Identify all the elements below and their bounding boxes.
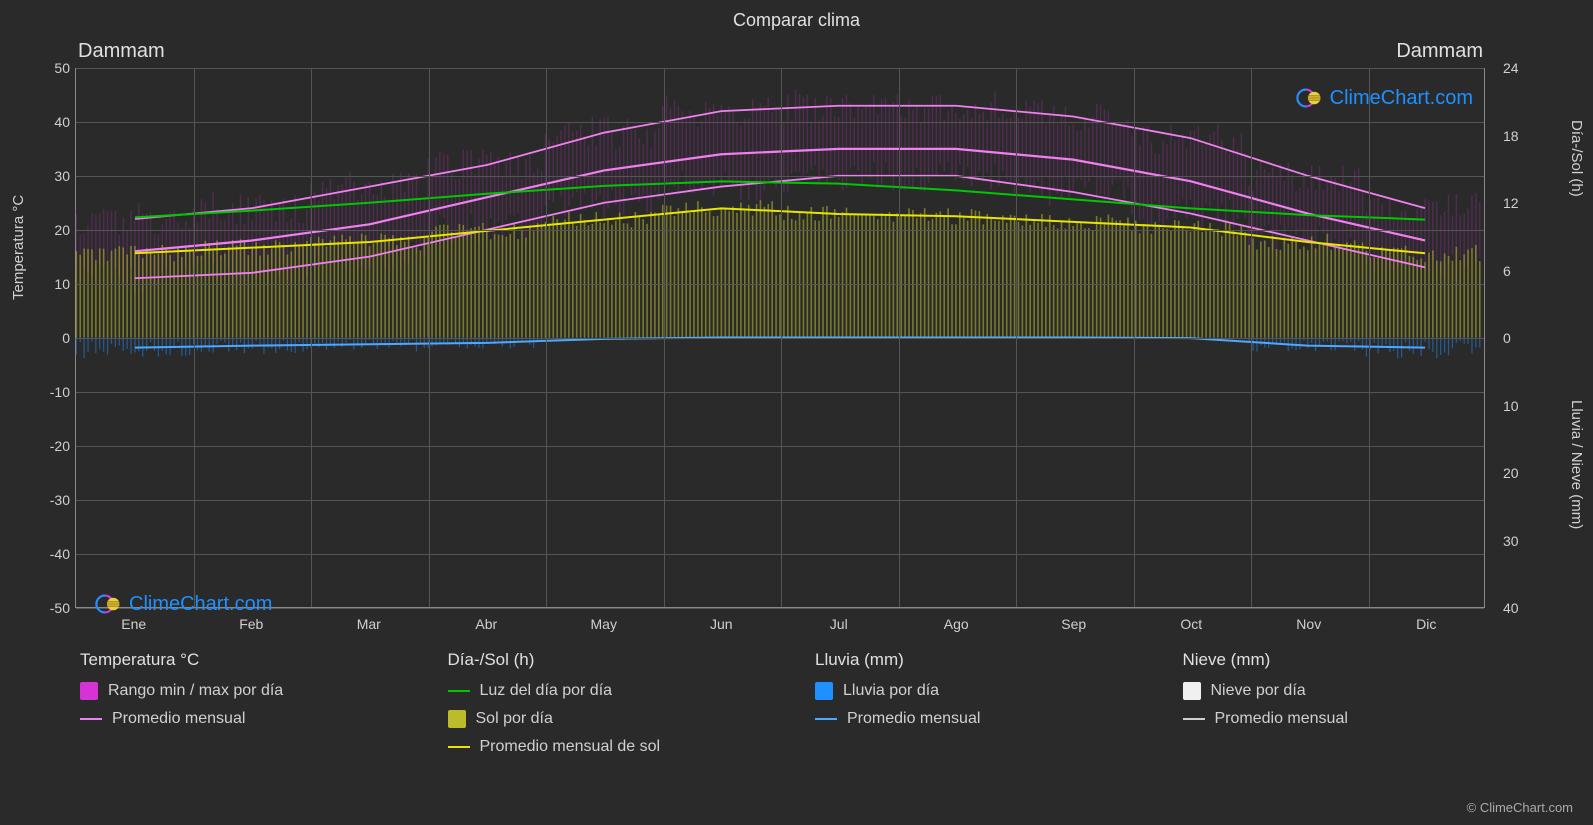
legend-swatch — [1183, 718, 1205, 720]
gridline-horizontal — [76, 68, 1484, 69]
location-label-right: Dammam — [1396, 40, 1483, 63]
legend-label: Promedio mensual de sol — [480, 738, 661, 756]
y-tick-left: 50 — [40, 60, 70, 76]
y-tick-right: 40 — [1503, 600, 1533, 616]
y-tick-left: -50 — [40, 600, 70, 616]
gridline-vertical — [194, 68, 195, 607]
legend-column-daysun: Día-/Sol (h) Luz del día por día Sol por d… — [448, 650, 776, 766]
legend-item: Promedio mensual — [80, 710, 408, 728]
gridline-vertical — [1251, 68, 1252, 607]
y-tick-right: 20 — [1503, 465, 1533, 481]
legend-item: Luz del día por día — [448, 682, 776, 700]
legend-label: Nieve por día — [1211, 682, 1306, 700]
gridline-horizontal — [76, 608, 1484, 609]
legend-label: Sol por día — [476, 710, 553, 728]
legend-swatch — [815, 682, 833, 700]
legend-label: Promedio mensual — [1215, 710, 1348, 728]
y-axis-right-label-bottom: Lluvia / Nieve (mm) — [1568, 400, 1585, 529]
x-tick-month: Nov — [1296, 616, 1321, 632]
legend-item: Nieve por día — [1183, 682, 1511, 700]
legend-column-temp: Temperatura °C Rango min / max por día Pro… — [80, 650, 408, 766]
gridline-horizontal — [76, 230, 1484, 231]
y-tick-left: 10 — [40, 276, 70, 292]
gridline-vertical — [781, 68, 782, 607]
gridline-vertical — [1016, 68, 1017, 607]
legend-item: Promedio mensual de sol — [448, 738, 776, 756]
gridline-vertical — [1134, 68, 1135, 607]
y-tick-left: 30 — [40, 168, 70, 184]
y-tick-left: -40 — [40, 546, 70, 562]
gridline-horizontal — [76, 392, 1484, 393]
chart-area — [75, 68, 1485, 608]
legend-item: Rango min / max por día — [80, 682, 408, 700]
legend-swatch — [80, 718, 102, 720]
legend-heading: Lluvia (mm) — [815, 650, 1143, 670]
x-tick-month: May — [591, 616, 617, 632]
y-tick-right: 30 — [1503, 533, 1533, 549]
x-tick-month: Ene — [121, 616, 146, 632]
y-tick-right: 18 — [1503, 128, 1533, 144]
x-tick-month: Jun — [710, 616, 733, 632]
y-axis-right-label-top: Día-/Sol (h) — [1568, 120, 1585, 197]
x-tick-month: Dic — [1416, 616, 1436, 632]
legend-item: Sol por día — [448, 710, 776, 728]
legend-swatch — [448, 746, 470, 748]
gridline-horizontal — [76, 338, 1484, 339]
x-tick-month: Mar — [357, 616, 381, 632]
gridline-vertical — [546, 68, 547, 607]
legend-item: Promedio mensual — [1183, 710, 1511, 728]
y-tick-right: 0 — [1503, 330, 1533, 346]
y-tick-right: 10 — [1503, 398, 1533, 414]
chart-title: Comparar clima — [0, 0, 1593, 31]
legend-item: Promedio mensual — [815, 710, 1143, 728]
gridline-horizontal — [76, 554, 1484, 555]
gridline-vertical — [899, 68, 900, 607]
legend-label: Rango min / max por día — [108, 682, 283, 700]
x-tick-month: Jul — [830, 616, 848, 632]
legend-heading: Temperatura °C — [80, 650, 408, 670]
y-tick-left: 40 — [40, 114, 70, 130]
copyright-label: © ClimeChart.com — [1467, 800, 1573, 815]
gridline-horizontal — [76, 284, 1484, 285]
x-tick-month: Ago — [944, 616, 969, 632]
legend-swatch — [80, 682, 98, 700]
legend-column-rain: Lluvia (mm) Lluvia por día Promedio mensua… — [815, 650, 1143, 766]
gridline-vertical — [429, 68, 430, 607]
legend-heading: Día-/Sol (h) — [448, 650, 776, 670]
legend-column-snow: Nieve (mm) Nieve por día Promedio mensual — [1183, 650, 1511, 766]
gridline-horizontal — [76, 446, 1484, 447]
y-tick-right: 24 — [1503, 60, 1533, 76]
x-tick-month: Sep — [1061, 616, 1086, 632]
y-tick-left: 0 — [40, 330, 70, 346]
y-tick-left: -30 — [40, 492, 70, 508]
legend-swatch — [1183, 682, 1201, 700]
x-tick-month: Feb — [239, 616, 263, 632]
gridline-horizontal — [76, 122, 1484, 123]
x-tick-month: Abr — [475, 616, 497, 632]
gridline-horizontal — [76, 176, 1484, 177]
y-tick-left: -10 — [40, 384, 70, 400]
legend-label: Promedio mensual — [847, 710, 980, 728]
y-tick-right: 12 — [1503, 195, 1533, 211]
gridline-vertical — [311, 68, 312, 607]
location-label-left: Dammam — [78, 40, 165, 63]
gridline-vertical — [664, 68, 665, 607]
legend: Temperatura °C Rango min / max por día Pro… — [80, 650, 1510, 766]
legend-label: Promedio mensual — [112, 710, 245, 728]
y-tick-left: -20 — [40, 438, 70, 454]
legend-swatch — [448, 710, 466, 728]
legend-swatch — [448, 690, 470, 692]
legend-item: Lluvia por día — [815, 682, 1143, 700]
legend-label: Lluvia por día — [843, 682, 939, 700]
y-tick-left: 20 — [40, 222, 70, 238]
legend-swatch — [815, 718, 837, 720]
y-axis-left-label: Temperatura °C — [10, 195, 27, 300]
gridline-vertical — [1369, 68, 1370, 607]
gridline-horizontal — [76, 500, 1484, 501]
y-tick-right: 6 — [1503, 263, 1533, 279]
plot-area — [75, 68, 1485, 608]
legend-heading: Nieve (mm) — [1183, 650, 1511, 670]
x-tick-month: Oct — [1180, 616, 1202, 632]
legend-label: Luz del día por día — [480, 682, 613, 700]
